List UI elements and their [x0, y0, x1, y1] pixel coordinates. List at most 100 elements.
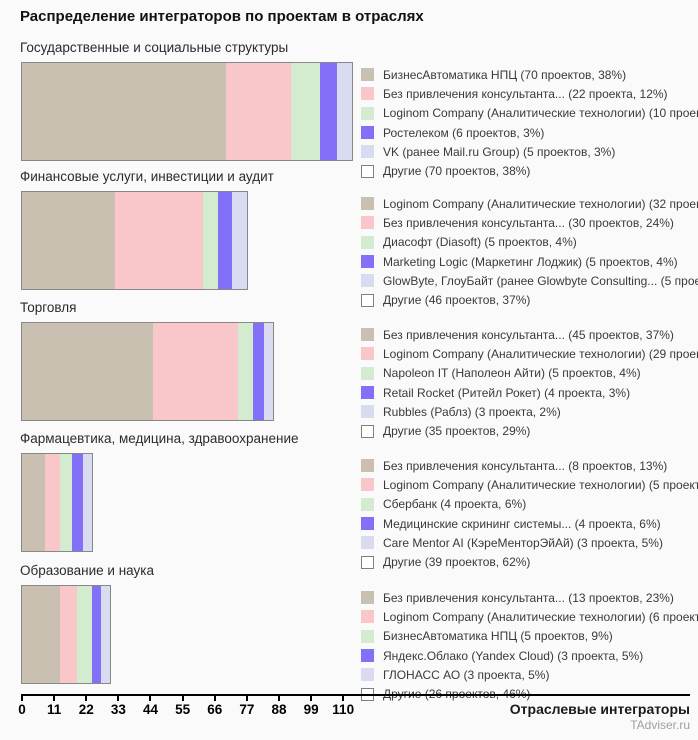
- bar-segment: [45, 454, 60, 551]
- legend-row: Loginom Company (Аналитические технологи…: [361, 475, 698, 494]
- legend-label: Ростелеком (6 проектов, 3%): [383, 125, 545, 140]
- axis-tick-label: 33: [110, 702, 126, 717]
- legend-swatch: [361, 649, 374, 663]
- stacked-bar: [21, 322, 275, 421]
- x-axis-title: Отраслевые интеграторы: [509, 701, 690, 717]
- legend-label: Без привлечения консультанта... (45 прое…: [383, 327, 674, 342]
- legend-row: Сбербанк (4 проекта, 6%): [361, 495, 698, 514]
- industry-section: Фармацевтика, медицина, здравоохранение …: [0, 431, 698, 569]
- legend-swatch: [361, 328, 374, 342]
- bar-segment: [22, 192, 116, 289]
- legend-label: Другие (46 проектов, 37%): [383, 293, 531, 308]
- x-axis-line: [21, 694, 690, 696]
- legend-swatch: [361, 459, 374, 473]
- legend-swatch: [361, 164, 374, 178]
- legend-row: Без привлечения консультанта... (45 прое…: [361, 325, 698, 344]
- axis-tick: [181, 694, 184, 701]
- axis-tick-label: 110: [332, 702, 355, 717]
- bar-segment: [153, 323, 239, 420]
- bar-segment: [226, 63, 291, 160]
- legend-swatch: [361, 366, 374, 380]
- legend-row: БизнесАвтоматика НПЦ (70 проектов, 38%): [361, 65, 698, 84]
- bar-segment: [22, 586, 60, 683]
- bar-segment: [77, 586, 93, 683]
- bar-segment: [252, 323, 265, 420]
- legend-label: Сбербанк (4 проекта, 6%): [383, 497, 527, 512]
- legend-swatch: [361, 424, 374, 438]
- bar-segment: [59, 454, 72, 551]
- legend-label: Retail Rocket (Ритейл Рокет) (4 проекта,…: [383, 385, 631, 400]
- legend-swatch: [361, 145, 374, 159]
- legend-row: Marketing Logic (Маркетинг Лоджик) (5 пр…: [361, 252, 698, 271]
- bar-segment: [22, 323, 154, 420]
- industry-section: Торговля Без привлечения консультанта...…: [0, 300, 698, 438]
- bar-segment: [22, 454, 46, 551]
- bar-segment: [337, 63, 352, 160]
- bar-segment: [92, 586, 101, 683]
- axis-tick-label: 77: [239, 702, 255, 717]
- legend-swatch: [361, 255, 374, 269]
- axis-tick-label: 88: [271, 702, 287, 717]
- axis-tick: [85, 694, 88, 701]
- legend: Loginom Company (Аналитические технологи…: [361, 194, 698, 310]
- legend-row: ГЛОНАСС АО (3 проекта, 5%): [361, 665, 698, 684]
- bar-segment: [264, 323, 274, 420]
- bar-segment: [217, 192, 233, 289]
- legend-label: Care Mentor AI (КэреМенторЭйАй) (3 проек…: [383, 535, 663, 550]
- legend-label: Loginom Company (Аналитические технологи…: [383, 609, 698, 624]
- legend-label: Другие (70 проектов, 38%): [383, 164, 531, 179]
- legend-row: VK (ранее Mail.ru Group) (5 проектов, 3%…: [361, 142, 698, 161]
- axis-tick: [53, 694, 56, 701]
- axis-tick-label: 11: [46, 702, 62, 717]
- legend-label: Другие (39 проектов, 62%): [383, 555, 531, 570]
- legend-row: GlowByte, ГлоуБайт (ранее Glowbyte Consu…: [361, 271, 698, 290]
- legend-label: Rubbles (Раблз) (3 проекта, 2%): [383, 404, 561, 419]
- legend-label: Loginom Company (Аналитические технологи…: [383, 196, 698, 211]
- legend-label: Loginom Company (Аналитические технологи…: [383, 106, 698, 121]
- industry-section: Финансовые услуги, инвестиции и аудит Lo…: [0, 169, 698, 307]
- legend-swatch: [361, 610, 374, 624]
- legend-row: Диасофт (Diasoft) (5 проектов, 4%): [361, 233, 698, 252]
- legend-row: Rubbles (Раблз) (3 проекта, 2%): [361, 402, 698, 421]
- legend-swatch: [361, 347, 374, 361]
- legend-swatch: [361, 197, 374, 211]
- legend-swatch: [361, 106, 374, 120]
- legend-swatch: [361, 405, 374, 419]
- legend-row: Napoleon IT (Наполеон Айти) (5 проектов,…: [361, 364, 698, 383]
- legend-swatch: [361, 555, 374, 569]
- legend-row: Другие (70 проектов, 38%): [361, 161, 698, 180]
- bar-segment: [290, 63, 320, 160]
- axis-tick: [342, 694, 345, 701]
- legend-swatch: [361, 68, 374, 82]
- legend: Без привлечения консультанта... (13 прое…: [361, 588, 698, 704]
- legend-label: GlowByte, ГлоуБайт (ранее Glowbyte Consu…: [383, 273, 698, 288]
- stacked-bar: [21, 62, 353, 161]
- bar-segment: [22, 63, 227, 160]
- legend-row: Другие (46 проектов, 37%): [361, 290, 698, 309]
- bar-segment: [71, 454, 84, 551]
- bar-segment: [232, 192, 247, 289]
- legend-label: Без привлечения консультанта... (30 прое…: [383, 215, 674, 230]
- legend-swatch: [361, 126, 374, 140]
- bar-segment: [238, 323, 253, 420]
- legend: БизнесАвтоматика НПЦ (70 проектов, 38%) …: [361, 65, 698, 181]
- x-axis: 0 11 22 33 44 55 66 77 88 99 110 Отраслевые интегр…: [0, 694, 698, 740]
- legend-label: Без привлечения консультанта... (13 прое…: [383, 590, 674, 605]
- bar-segment: [115, 192, 204, 289]
- legend-row: Без привлечения консультанта... (22 прое…: [361, 84, 698, 103]
- legend-label: Loginom Company (Аналитические технологи…: [383, 346, 698, 361]
- legend-row: Loginom Company (Аналитические технологи…: [361, 104, 698, 123]
- bar-segment: [83, 454, 93, 551]
- legend-label: Медицинские скрининг системы... (4 проек…: [383, 516, 661, 531]
- axis-tick-label: 66: [207, 702, 223, 717]
- legend-label: Marketing Logic (Маркетинг Лоджик) (5 пр…: [383, 254, 678, 269]
- industry-section: Государственные и социальные структуры Б…: [0, 40, 698, 178]
- legend-label: Без привлечения консультанта... (22 прое…: [383, 86, 668, 101]
- legend-swatch: [361, 536, 374, 550]
- axis-tick-label: 44: [142, 702, 158, 717]
- legend-row: Без привлечения консультанта... (30 прое…: [361, 213, 698, 232]
- legend-swatch: [361, 274, 374, 288]
- bar-segment: [319, 63, 338, 160]
- chart-title: Распределение интеграторов по проектам в…: [20, 8, 424, 25]
- legend-label: Яндекс.Облако (Yandex Cloud) (3 проекта,…: [383, 648, 644, 663]
